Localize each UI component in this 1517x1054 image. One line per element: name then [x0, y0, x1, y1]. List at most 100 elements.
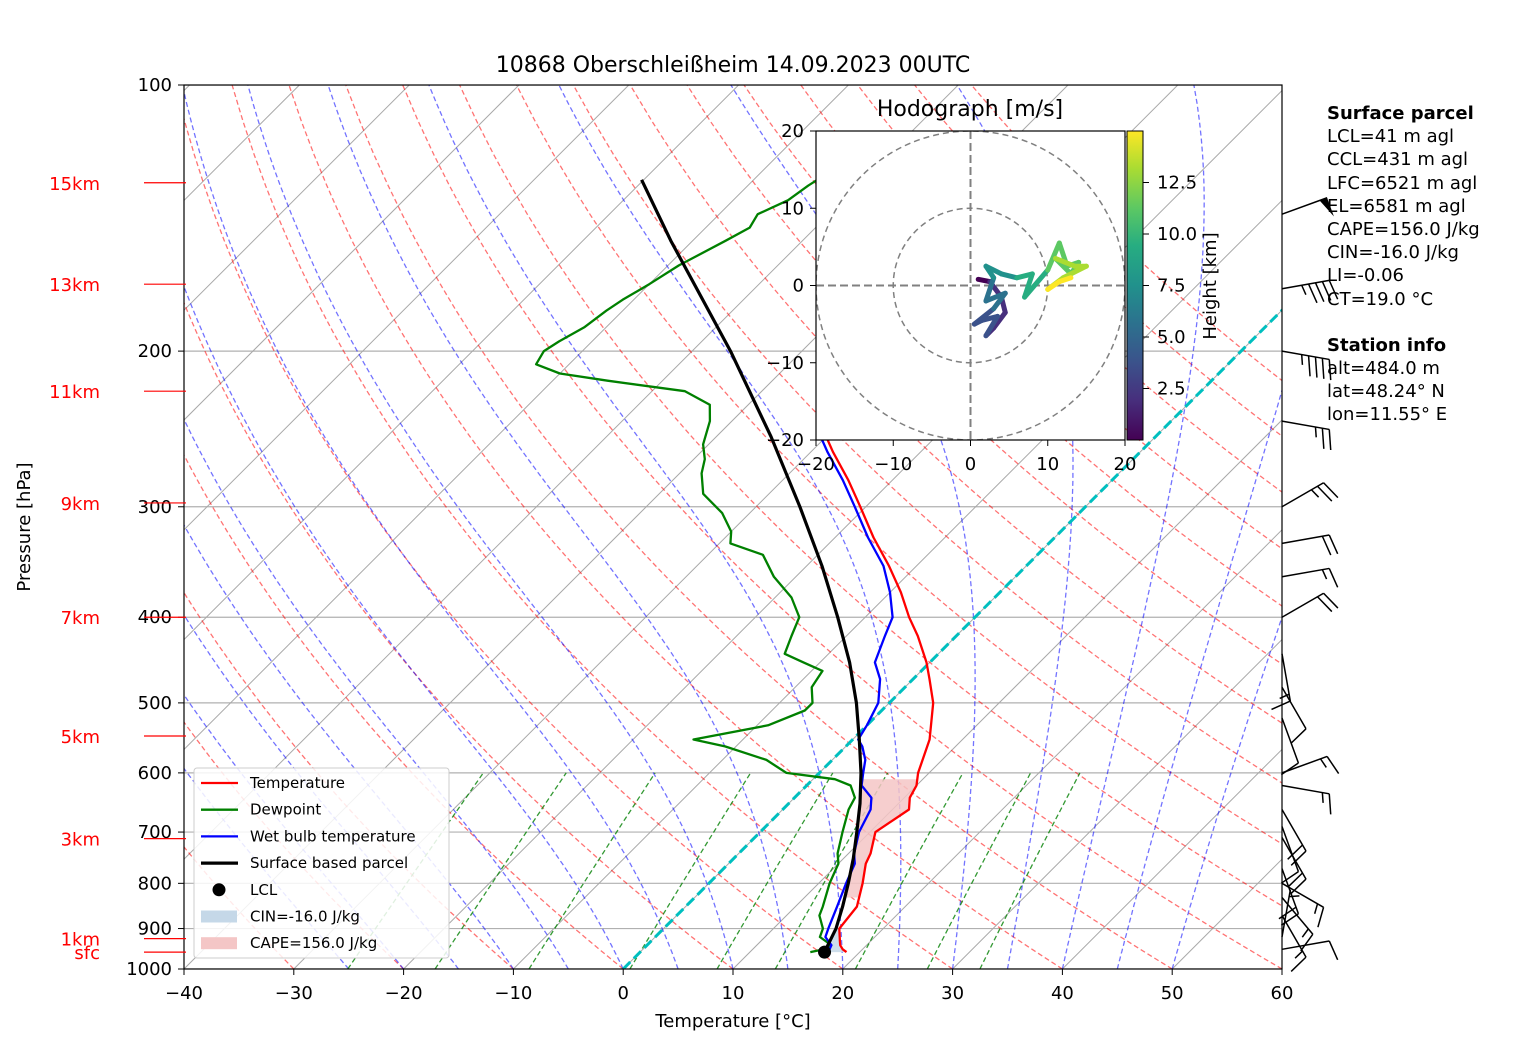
wind-barb: [1281, 940, 1339, 961]
isotherm-line: [1062, 748, 1282, 969]
wind-barb-flag: [1290, 956, 1307, 972]
wind-barb-flag: [1316, 596, 1333, 613]
station-info-block: Station info alt=484.0 m lat=48.24° N lo…: [1327, 334, 1480, 427]
height-marker-label: 5km: [61, 727, 100, 748]
wind-barb-half-flag: [1301, 284, 1307, 295]
temperature-tick-label: 30: [941, 983, 964, 1004]
wind-barb: [1281, 784, 1332, 815]
wind-barb: [1281, 482, 1339, 508]
wind-barb-shaft: [1281, 567, 1330, 578]
moist-adiabat: [184, 284, 624, 969]
wind-barb: [1281, 420, 1332, 451]
y-axis-label: Pressure [hPa]: [14, 462, 35, 591]
wind-barb-shaft: [1281, 482, 1324, 508]
pressure-tick-label: 100: [138, 75, 172, 96]
colorbar-tick-label: 12.5: [1157, 173, 1197, 194]
wind-barb: [1271, 653, 1292, 711]
height-marker-label: 9km: [61, 494, 100, 515]
dry-adiabat: [288, 85, 1063, 969]
pressure-tick-label: 200: [138, 341, 172, 362]
moist-adiabat: [1171, 615, 1282, 969]
legend-label: CIN=-16.0 J/kg: [250, 908, 360, 926]
wind-barb: [1280, 717, 1300, 776]
dry-adiabat: [572, 85, 1282, 784]
hodograph-y-tick-label: 20: [781, 121, 804, 142]
legend-box: [193, 767, 450, 959]
moist-adiabat: [184, 613, 460, 969]
isotherm-line: [184, 85, 849, 751]
mixing-ratio-line: [854, 772, 964, 969]
colorbar-tick-label: 5.0: [1157, 327, 1186, 348]
temperature-tick-label: 0: [617, 983, 628, 1004]
wind-barb-half-flag: [1301, 928, 1309, 938]
wind-barb-flag: [1328, 793, 1332, 815]
dry-adiabat: [231, 85, 953, 969]
li-value: LI=-0.06: [1327, 265, 1404, 287]
height-marker-label: sfc: [74, 943, 100, 964]
wind-barb-half-flag: [1313, 903, 1319, 914]
dry-adiabat: [184, 453, 624, 969]
chart-title: 10868 Oberschleißheim 14.09.2023 00UTC: [496, 53, 971, 78]
isotherm-line: [622, 309, 1282, 969]
isotherm-line: [842, 529, 1282, 969]
wind-barb-shaft: [1281, 784, 1330, 795]
wind-barb-half-flag: [1294, 950, 1304, 959]
hodograph-x-tick-label: −20: [797, 454, 835, 475]
surface-parcel-block: Surface parcel LCL=41 m agl CCL=431 m ag…: [1327, 102, 1480, 311]
wind-barb: [1280, 826, 1300, 884]
hodograph-x-tick-label: 0: [965, 454, 976, 475]
hodograph-segment: [1052, 255, 1078, 269]
wind-barb-half-flag: [1279, 693, 1290, 700]
wind-barb-flag: [1321, 535, 1332, 556]
legend-item: Surface based parcel: [201, 854, 408, 872]
temperature-tick-label: −10: [494, 983, 532, 1004]
station-latitude: lat=48.24° N: [1327, 381, 1445, 403]
hodograph-y-tick-label: 0: [793, 276, 804, 297]
dry-adiabat: [402, 85, 1282, 969]
height-marker-label: 11km: [49, 382, 100, 403]
legend-item: Dewpoint: [201, 801, 321, 819]
hodograph-x-tick-label: −10: [874, 454, 912, 475]
el-value: EL=6581 m agl: [1327, 195, 1466, 217]
dry-adiabat: [515, 85, 1282, 845]
legend-label: Dewpoint: [250, 801, 321, 819]
wind-barb-flag: [1328, 429, 1332, 451]
wind-barb-flag: [1314, 356, 1318, 378]
wind-barb-shaft: [1281, 686, 1307, 730]
cape-value: CAPE=156.0 J/kg: [1327, 219, 1480, 241]
wind-barb-flag: [1328, 359, 1332, 381]
moist-adiabat: [327, 85, 789, 969]
wind-barb-flag: [1316, 485, 1333, 502]
wind-barb-flag: [1271, 700, 1291, 711]
hodograph-x-tick-label: 20: [1114, 454, 1137, 475]
temperature-tick-label: 20: [831, 983, 854, 1004]
info-panel: Surface parcel LCL=41 m agl CCL=431 m ag…: [1327, 102, 1480, 427]
mixing-ratio-line: [434, 772, 567, 969]
legend-swatch: [201, 910, 237, 923]
hodograph-segment: [983, 275, 997, 304]
hodograph-y-tick-label: −20: [766, 430, 804, 451]
wind-barb-half-flag: [1321, 792, 1324, 803]
hodograph-segment: [1045, 240, 1062, 273]
hodograph-segment: [1060, 263, 1089, 281]
wind-barb: [1281, 755, 1340, 774]
hodograph-y-tick-label: −10: [766, 353, 804, 374]
lfc-value: LFC=6521 m agl: [1327, 172, 1478, 194]
hodograph-background: [816, 131, 1125, 440]
hodograph-segment: [991, 310, 1008, 331]
temperature-tick-label: −40: [165, 983, 203, 1004]
height-colorbar: [1126, 130, 1144, 441]
parcel-line: [640, 179, 863, 953]
mixing-ratio-line: [926, 772, 1032, 969]
pressure-tick-label: 900: [138, 919, 172, 940]
hodograph-x-tick-label: 10: [1036, 454, 1059, 475]
wind-barb: [1281, 279, 1339, 304]
wind-barb-flag: [1326, 756, 1340, 774]
colorbar-tick-label: 10.0: [1157, 224, 1197, 245]
wind-barb-flag: [1328, 534, 1339, 555]
wind-barb: [1281, 686, 1307, 744]
temperature-tick-label: 50: [1161, 983, 1184, 1004]
legend-label: Temperature: [249, 774, 345, 792]
